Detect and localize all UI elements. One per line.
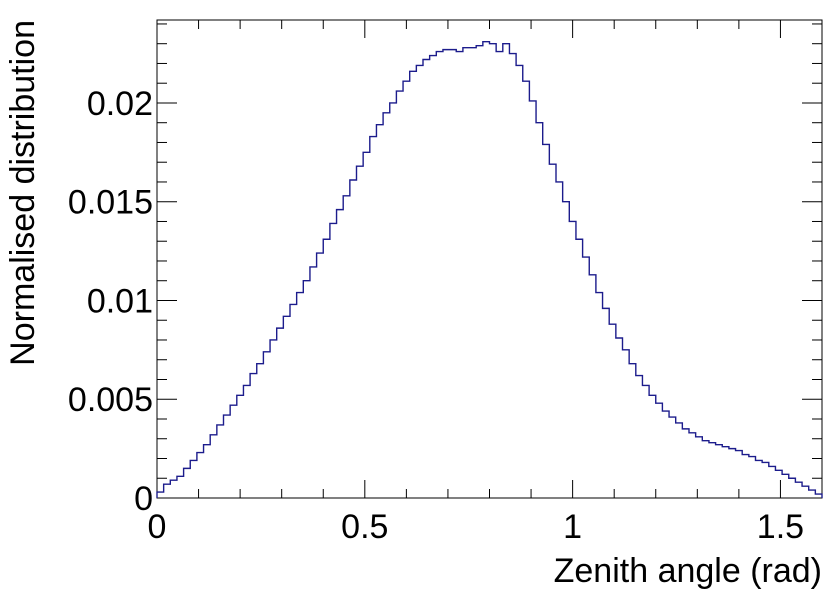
histogram-line: [156, 41, 823, 498]
y-axis-title: Normalised distribution: [4, 20, 42, 366]
y-tick-label: 0.01: [87, 282, 153, 320]
x-tick-label: 0.5: [341, 508, 388, 546]
x-tick-label: 1.5: [757, 508, 804, 546]
y-tick-label: 0.005: [68, 381, 153, 419]
x-tick-label: 0: [148, 508, 167, 546]
y-tick-label: 0.015: [68, 184, 153, 222]
x-axis-title: Zenith angle (rad): [554, 552, 822, 590]
y-tick-label: 0: [134, 480, 153, 518]
plot-frame: [156, 19, 823, 499]
y-tick-label: 0.02: [87, 85, 153, 123]
x-tick-label: 1: [563, 508, 582, 546]
